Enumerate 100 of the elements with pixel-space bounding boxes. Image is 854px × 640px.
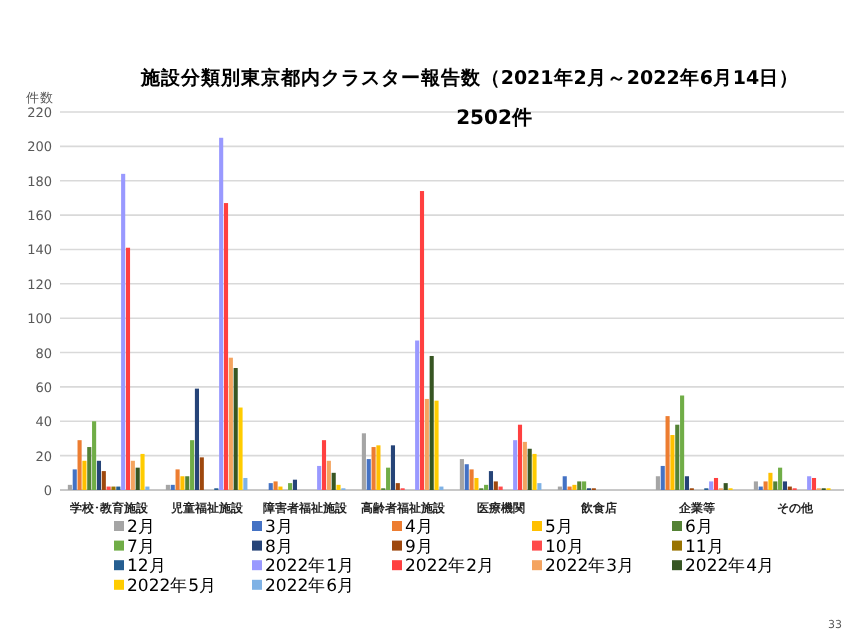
legend-label: 2022年2月	[405, 555, 496, 578]
bar	[464, 464, 469, 490]
bar	[655, 476, 660, 490]
bar	[713, 477, 719, 490]
bar	[778, 467, 783, 490]
bar	[361, 433, 366, 490]
bar	[199, 457, 204, 490]
bar	[165, 484, 170, 490]
legend-label: 2022年6月	[265, 574, 356, 597]
bar	[233, 368, 238, 490]
bar	[135, 467, 140, 490]
legend-label: 12月	[127, 557, 167, 578]
bar	[773, 481, 778, 490]
bar	[572, 484, 577, 490]
legend-label: 2022年5月	[127, 574, 218, 597]
bar	[429, 355, 434, 490]
bar	[77, 440, 82, 490]
bar	[675, 424, 680, 490]
bar	[807, 476, 812, 490]
legend-label: 7月	[127, 537, 156, 558]
bar	[763, 481, 768, 490]
bar	[680, 395, 685, 490]
bar	[82, 460, 87, 490]
legend-label: 2月	[127, 518, 156, 538]
bar	[321, 440, 327, 490]
bar	[415, 340, 420, 490]
bar	[811, 477, 817, 490]
bar	[582, 481, 587, 490]
bar	[219, 137, 224, 490]
bar	[532, 453, 537, 490]
bar	[228, 357, 233, 490]
bar	[101, 471, 106, 490]
bar	[185, 476, 190, 490]
bar	[522, 441, 527, 490]
bar	[371, 447, 376, 490]
bar	[459, 459, 464, 490]
bar	[92, 421, 97, 490]
legend-label: 11月	[685, 537, 725, 558]
bar	[753, 481, 758, 490]
legend-label: 2022年4月	[685, 555, 776, 578]
bar	[317, 465, 322, 490]
legend-label: 9月	[405, 537, 434, 558]
bar	[273, 481, 278, 490]
bar	[723, 483, 728, 490]
bar	[484, 484, 489, 490]
bar	[488, 471, 494, 490]
bar	[190, 440, 195, 490]
legend-label: 4月	[405, 518, 434, 538]
bar	[395, 483, 400, 490]
bar	[493, 481, 498, 490]
bar	[331, 472, 336, 490]
bar	[238, 407, 243, 490]
bar	[72, 469, 77, 490]
bar	[419, 191, 425, 490]
bar	[194, 388, 200, 490]
bar	[125, 247, 131, 490]
legend-label: 3月	[265, 518, 294, 538]
bar	[292, 479, 298, 490]
bar	[577, 481, 582, 490]
bar	[175, 469, 180, 490]
chart-subtitle: 2502件	[456, 106, 532, 130]
bar	[336, 484, 341, 490]
bar	[243, 477, 248, 490]
bar	[390, 445, 396, 490]
bar	[223, 203, 229, 490]
bar	[665, 416, 670, 490]
bar	[140, 453, 145, 490]
bar	[121, 173, 126, 490]
bar	[130, 460, 135, 490]
bar	[180, 476, 185, 490]
chart-title: 施設分類別東京都内クラスター報告数（2021年2月～2022年6月14日）	[138, 66, 800, 90]
bar	[517, 424, 523, 490]
bar	[366, 459, 371, 490]
bar	[537, 483, 542, 490]
bar	[670, 435, 675, 490]
bar	[67, 484, 72, 490]
bar	[768, 472, 773, 490]
bar	[386, 467, 391, 490]
legend-label: 6月	[685, 518, 714, 538]
bar	[660, 465, 665, 490]
bar	[326, 460, 331, 490]
bar	[782, 481, 788, 490]
bar	[268, 483, 273, 490]
legend-label: 10月	[545, 537, 585, 558]
legend-label: 8月	[265, 537, 294, 558]
bar	[562, 476, 567, 490]
bar	[709, 481, 714, 490]
bar	[469, 469, 474, 490]
bar	[87, 447, 92, 490]
bar	[513, 440, 518, 490]
bar	[376, 445, 381, 490]
legend-label: 2022年3月	[545, 555, 636, 578]
legend-label: 2022年1月	[265, 555, 356, 578]
bar	[170, 484, 175, 490]
bar	[474, 477, 479, 490]
bar	[96, 460, 102, 490]
bar	[527, 448, 532, 490]
bar	[684, 476, 690, 490]
bar	[434, 400, 439, 490]
bar	[424, 398, 429, 490]
